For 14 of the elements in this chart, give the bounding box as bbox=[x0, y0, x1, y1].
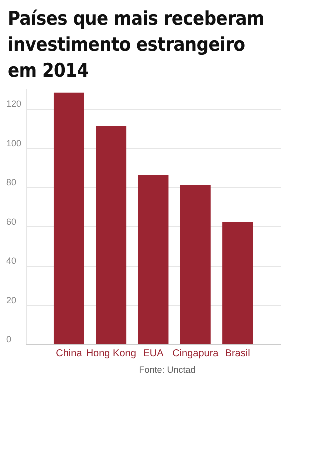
y-tick-label: 20 bbox=[6, 295, 17, 306]
y-tick-label: 120 bbox=[6, 99, 22, 110]
source-note: Fonte: Unctad bbox=[138, 365, 197, 375]
y-tick-label: 80 bbox=[6, 178, 17, 188]
chart-title: Países que mais receberam investimento estrangeiro em 2014 bbox=[8, 7, 266, 84]
x-tick-label: EUA bbox=[143, 348, 164, 360]
x-tick-label: Brasil bbox=[225, 348, 250, 360]
x-tick-label: Cingapura bbox=[172, 348, 220, 360]
y-tick-label: 60 bbox=[6, 216, 17, 227]
y-tick-label: 40 bbox=[6, 256, 17, 266]
x-tick-label: China bbox=[56, 348, 83, 360]
y-tick-label: 0 bbox=[6, 334, 12, 344]
x-tick-label: Hong Kong bbox=[86, 348, 136, 360]
y-tick-label: 100 bbox=[6, 138, 22, 148]
